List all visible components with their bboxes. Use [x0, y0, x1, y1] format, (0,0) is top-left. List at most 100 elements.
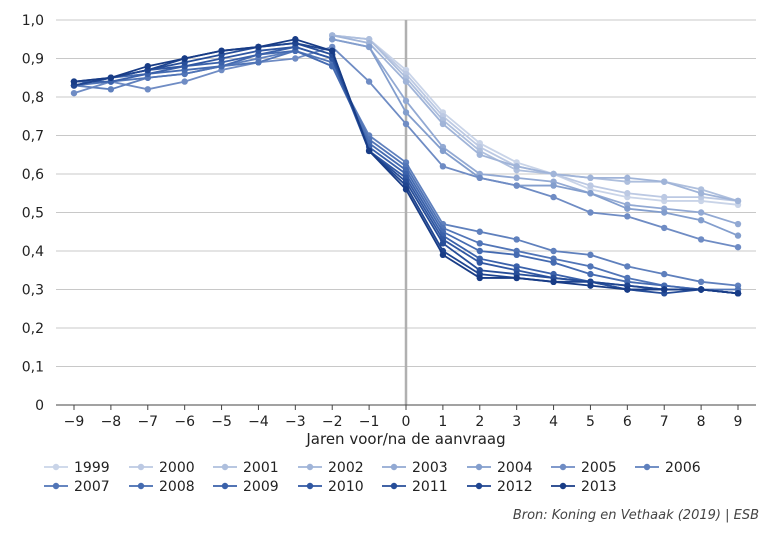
- legend-item-2001: 2001: [213, 460, 279, 476]
- data-point: [513, 251, 520, 259]
- x-tick-label: −2: [322, 414, 343, 430]
- y-tick-label: 0,3: [22, 283, 44, 299]
- legend-label: 2009: [243, 479, 279, 495]
- series-2013: [70, 36, 742, 297]
- data-point: [439, 147, 447, 155]
- legend-item-2000: 2000: [129, 460, 195, 476]
- x-tick-label: −4: [248, 414, 269, 430]
- data-point: [292, 36, 299, 43]
- legend-swatch-marker: [475, 463, 483, 471]
- data-point: [550, 247, 557, 255]
- legend-swatch-marker: [559, 463, 567, 471]
- data-point: [550, 170, 557, 178]
- y-tick-label: 0,2: [22, 321, 44, 337]
- legend-label: 2004: [497, 460, 533, 476]
- legend-item-2008: 2008: [129, 479, 195, 495]
- legend-item-1999: 1999: [44, 460, 110, 476]
- legend-swatch-marker: [52, 463, 60, 471]
- legend-label: 2002: [328, 460, 364, 476]
- source-note: Bron: Koning en Vethaak (2019) | ESB: [512, 508, 759, 523]
- data-point: [587, 182, 594, 189]
- data-point: [661, 286, 668, 293]
- y-tick-label: 0,7: [22, 129, 44, 145]
- data-point: [661, 270, 668, 278]
- data-point: [661, 178, 668, 185]
- data-point: [365, 43, 373, 51]
- data-point: [476, 228, 483, 235]
- series-2005: [70, 43, 742, 251]
- data-point: [329, 47, 336, 54]
- data-point: [734, 220, 742, 228]
- data-point: [697, 278, 705, 285]
- data-point: [439, 120, 447, 128]
- legend-swatch-marker: [390, 463, 398, 471]
- legend-swatch-marker: [643, 463, 651, 471]
- data-point: [402, 120, 410, 128]
- y-tick-label: 0,4: [22, 244, 44, 260]
- data-point: [402, 186, 410, 193]
- x-tick-label: 8: [697, 414, 706, 430]
- data-point: [734, 197, 742, 205]
- data-point: [144, 86, 151, 93]
- x-tick-label: −1: [359, 414, 380, 430]
- x-tick-label: −6: [174, 414, 195, 430]
- data-point: [661, 209, 668, 216]
- y-tick-label: 0,6: [22, 167, 44, 183]
- legend-label: 2000: [159, 460, 195, 476]
- legend-label: 2005: [581, 460, 617, 476]
- legend-label: 2008: [159, 479, 195, 495]
- x-tick-label: 5: [586, 414, 595, 430]
- data-point: [550, 193, 557, 201]
- data-point: [513, 182, 520, 189]
- data-point: [144, 62, 151, 70]
- x-tick-label: −3: [285, 414, 306, 430]
- data-point: [402, 97, 410, 105]
- data-point: [107, 74, 115, 81]
- data-point: [550, 259, 557, 266]
- legend-item-2006: 2006: [635, 460, 701, 476]
- data-point: [624, 286, 631, 293]
- y-tick-label: 0,1: [22, 360, 44, 376]
- series-line-2002: [332, 34, 739, 202]
- x-tick-label: −5: [211, 414, 232, 430]
- data-point: [292, 55, 299, 62]
- legend-swatch-marker: [137, 482, 145, 490]
- legend-label: 1999: [74, 460, 110, 476]
- x-tick-label: 1: [438, 414, 447, 430]
- data-point: [697, 217, 705, 224]
- legend: 1999 2000 2001 2002 2003 2004 2005 2006 2007 2008…: [44, 460, 701, 495]
- x-tick-label: 9: [734, 414, 743, 430]
- legend-swatch-marker: [306, 482, 314, 490]
- y-tick-label: 0,9: [22, 52, 44, 68]
- x-tick-label: −8: [101, 414, 122, 430]
- data-point: [734, 232, 742, 239]
- data-point: [107, 86, 115, 93]
- data-point: [587, 174, 594, 182]
- legend-item-2005: 2005: [551, 460, 617, 476]
- legend-item-2007: 2007: [44, 479, 110, 495]
- legend-swatch-marker: [52, 482, 60, 490]
- data-point: [218, 47, 225, 54]
- legend-label: 2003: [412, 460, 448, 476]
- series-line-2004: [332, 38, 739, 237]
- data-point: [624, 190, 631, 197]
- x-tick-label: 0: [402, 414, 411, 430]
- legend-swatch-marker: [137, 463, 145, 471]
- x-axis-title: Jaren voor/na de aanvraag: [305, 430, 505, 448]
- data-point: [402, 109, 410, 116]
- legend-item-2013: 2013: [551, 479, 617, 495]
- legend-label: 2007: [74, 479, 110, 495]
- x-tick-label: 6: [623, 414, 632, 430]
- legend-label: 2001: [243, 460, 279, 476]
- legend-swatch-marker: [475, 482, 483, 490]
- legend-item-2010: 2010: [298, 479, 364, 495]
- data-point: [587, 209, 594, 216]
- data-point: [439, 251, 447, 259]
- series-2002: [329, 32, 742, 205]
- data-point: [513, 274, 520, 282]
- axes: 00,10,20,30,40,50,60,70,80,91,0−9 −8 −7 −6−…: [22, 13, 756, 430]
- data-point: [439, 163, 447, 170]
- data-point: [513, 163, 520, 170]
- data-point: [255, 43, 262, 51]
- data-point: [624, 263, 631, 270]
